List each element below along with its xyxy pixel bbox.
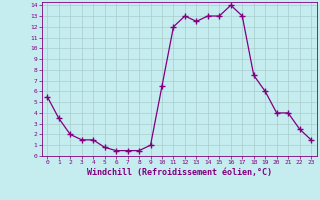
- X-axis label: Windchill (Refroidissement éolien,°C): Windchill (Refroidissement éolien,°C): [87, 168, 272, 177]
